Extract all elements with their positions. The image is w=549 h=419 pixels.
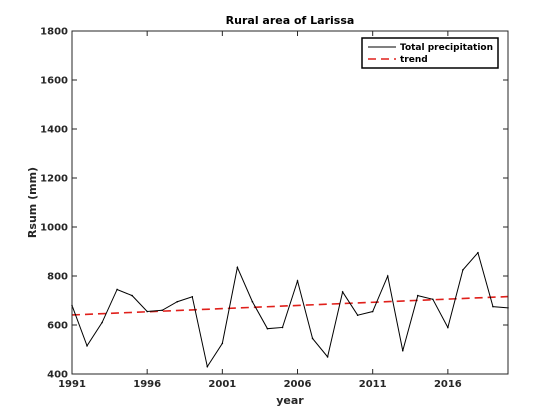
legend-label-total-precipitation: Total precipitation [400,43,493,53]
x-tick-label-1996: 1996 [133,379,161,390]
data-point-2016 [447,326,449,329]
data-point-2006 [296,280,299,282]
data-point-2008 [326,356,329,358]
data-point-2005 [281,326,284,329]
y-tick-label-400: 400 [47,370,68,381]
data-point-2015 [432,298,434,301]
data-point-2014 [416,294,419,297]
legend-label-trend: trend [400,55,428,65]
data-point-1993 [101,321,103,324]
y-tick-label-1200: 1200 [40,174,68,185]
data-point-1996 [146,310,148,313]
data-point-1994 [116,288,118,291]
data-point-2003 [251,300,254,303]
legend-box [361,37,499,69]
data-point-1999 [191,296,194,298]
x-axis-label: year [276,394,304,407]
chart-title: Rural area of Larissa [226,14,355,27]
data-point-2007 [311,337,314,340]
y-tick-label-1000: 1000 [40,223,68,234]
y-tick-label-1400: 1400 [40,125,68,136]
plot-background [72,31,508,374]
data-point-2002 [236,266,239,269]
data-point-2017 [462,269,464,271]
trend-series-line [71,295,509,316]
data-point-2019 [492,305,494,308]
data-point-2004 [266,327,269,330]
data-point-2010 [356,314,359,317]
data-point-2011 [371,310,374,313]
total-precipitation-series-line [71,251,509,368]
data-point-2018 [477,251,479,254]
y-tick-label-1800: 1800 [40,27,68,38]
x-tick-label-2006: 2006 [284,379,312,390]
y-tick-label-800: 800 [47,272,68,283]
data-point-1998 [176,300,179,303]
data-point-2009 [341,291,344,293]
data-point-1995 [131,294,133,297]
x-tick-label-2001: 2001 [208,379,236,390]
data-point-1997 [161,309,164,312]
axes-box [71,30,509,375]
y-axis-label: Rsum (mm) [26,167,39,238]
legend: Total precipitation trend [361,37,499,69]
data-point-2001 [221,342,224,345]
x-tick-label-2011: 2011 [359,379,387,390]
data-point-1992 [86,345,88,347]
data-point-2012 [386,275,389,277]
data-point-2013 [401,349,404,352]
plot-area: 1991 1996 2001 2006 2011 2016 400 600 800 1000 120… [40,27,509,390]
x-tick-label-1991: 1991 [58,379,86,390]
y-tick-label-600: 600 [47,321,68,332]
y-tick-label-1600: 1600 [40,76,68,87]
data-point-2000 [206,365,209,368]
x-tick-label-2016: 2016 [434,379,462,390]
